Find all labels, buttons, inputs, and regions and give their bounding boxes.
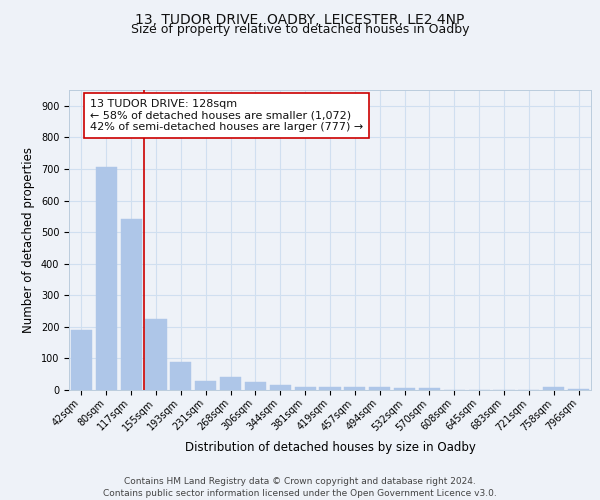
X-axis label: Distribution of detached houses by size in Oadby: Distribution of detached houses by size …	[185, 441, 475, 454]
Bar	[145, 319, 167, 390]
Bar	[369, 388, 390, 390]
Bar	[419, 388, 440, 390]
Bar	[295, 387, 316, 390]
Text: Size of property relative to detached houses in Oadby: Size of property relative to detached ho…	[131, 22, 469, 36]
Bar	[170, 362, 191, 390]
Text: 13, TUDOR DRIVE, OADBY, LEICESTER, LE2 4NP: 13, TUDOR DRIVE, OADBY, LEICESTER, LE2 4…	[136, 12, 464, 26]
Bar	[245, 382, 266, 390]
Y-axis label: Number of detached properties: Number of detached properties	[22, 147, 35, 333]
Bar	[121, 220, 142, 390]
Bar	[394, 388, 415, 390]
Bar	[270, 386, 291, 390]
Text: Contains HM Land Registry data © Crown copyright and database right 2024.
Contai: Contains HM Land Registry data © Crown c…	[103, 476, 497, 498]
Bar	[96, 168, 117, 390]
Bar	[319, 387, 341, 390]
Text: 13 TUDOR DRIVE: 128sqm
← 58% of detached houses are smaller (1,072)
42% of semi-: 13 TUDOR DRIVE: 128sqm ← 58% of detached…	[90, 99, 363, 132]
Bar	[195, 380, 216, 390]
Bar	[71, 330, 92, 390]
Bar	[220, 378, 241, 390]
Bar	[344, 387, 365, 390]
Bar	[543, 388, 564, 390]
